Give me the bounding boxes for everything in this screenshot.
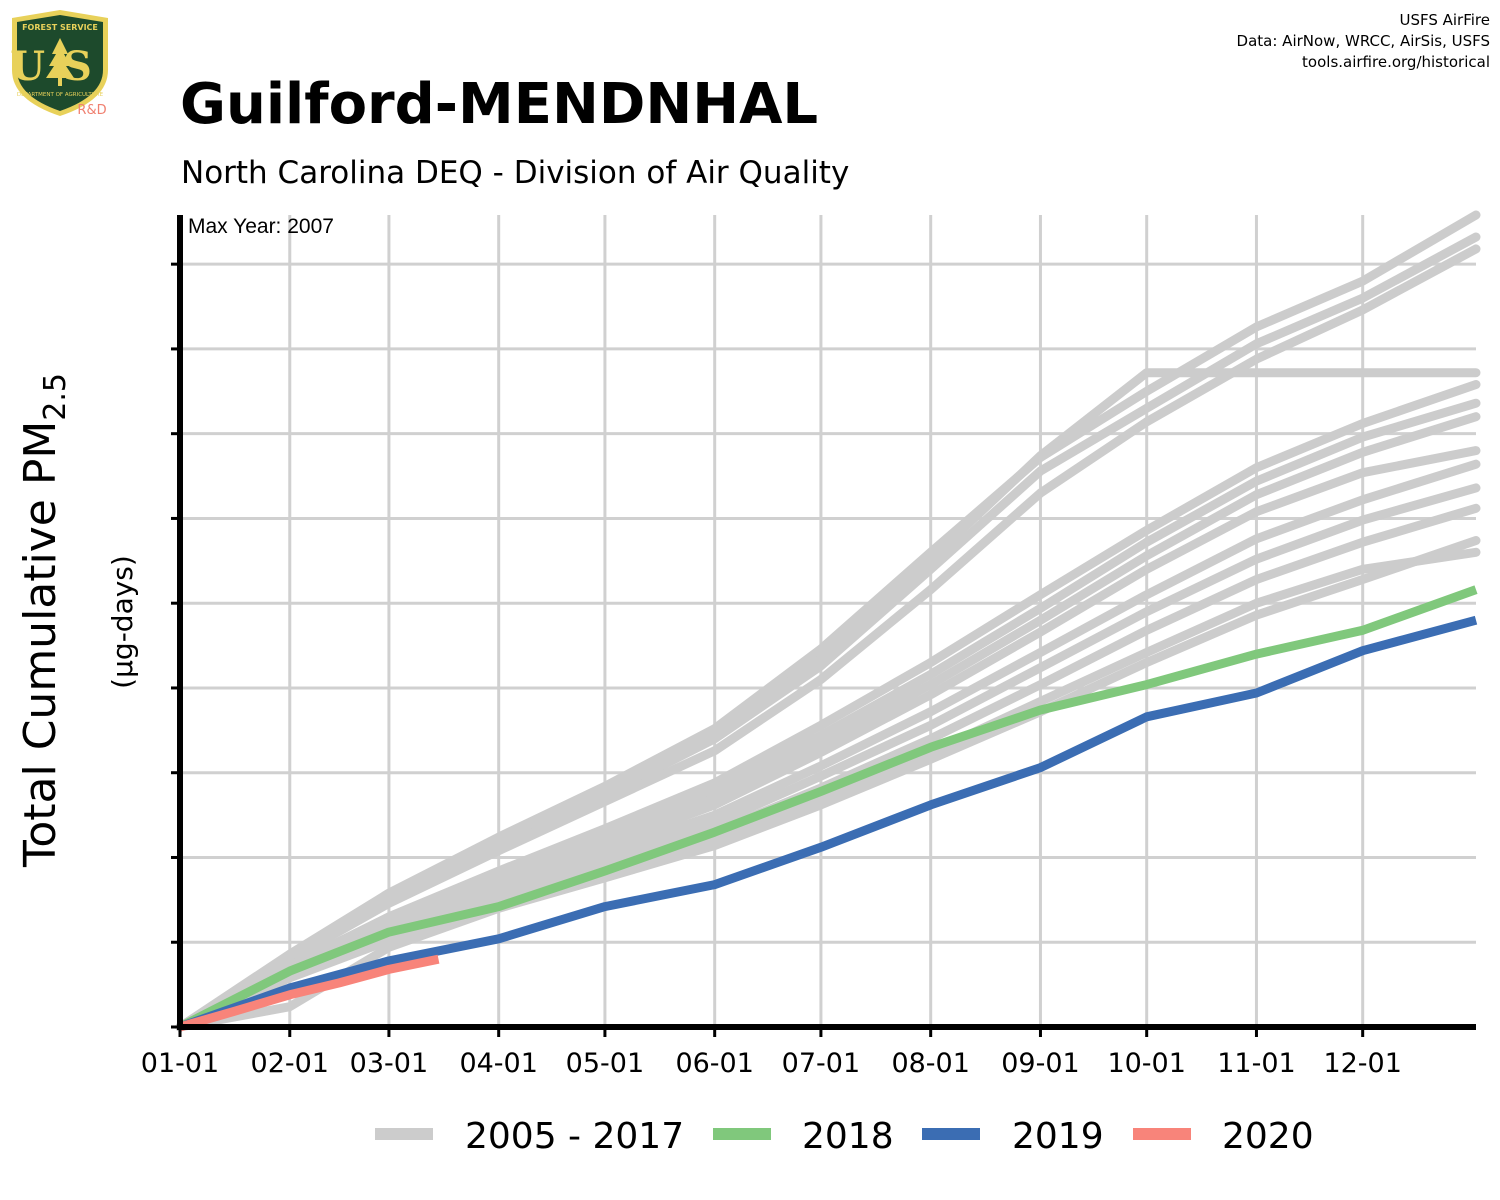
historical-series-line	[175, 244, 1481, 1032]
x-tick-label: 10-01	[1107, 1048, 1185, 1079]
legend-label: 2019	[1012, 1116, 1104, 1157]
logo-bottom-text: DEPARTMENT OF AGRICULTURE	[17, 92, 104, 98]
credit-line-1: USFS AirFire	[1399, 11, 1490, 29]
x-tick-labels: 01-01 02-01 03-01 04-01 05-01 06-01 07-01 08-01…	[141, 1048, 1402, 1079]
x-tick-label: 02-01	[251, 1048, 329, 1079]
legend-label: 2020	[1222, 1116, 1314, 1157]
x-tick-label: 05-01	[566, 1048, 644, 1079]
y-axis-label: Total Cumulative PM2.5	[15, 373, 73, 868]
page-subtitle: North Carolina DEQ - Division of Air Qua…	[181, 155, 850, 191]
series-line-2019	[178, 615, 1478, 1032]
historical-series-line	[175, 536, 1481, 1032]
historical-series-line	[175, 368, 1481, 1032]
data-credits: USFS AirFire Data: AirNow, WRCC, AirSis,…	[1237, 10, 1490, 73]
credit-line-3: tools.airfire.org/historical	[1302, 53, 1490, 71]
x-tick-label: 06-01	[675, 1048, 753, 1079]
x-tick-label: 09-01	[1001, 1048, 1079, 1079]
axes	[171, 215, 1476, 1037]
series-line-2018	[177, 585, 1478, 1032]
logo-letters: US	[10, 43, 110, 90]
legend: 2005 - 2017 2018 2019 2020	[375, 1116, 1314, 1157]
legend-label: 2018	[802, 1116, 894, 1157]
x-tick-label: 03-01	[350, 1048, 428, 1079]
x-tick-label: 07-01	[782, 1048, 860, 1079]
tree-trunk-icon	[58, 78, 62, 86]
tree-icon	[46, 38, 74, 78]
y-axis-label-subscript: 2.5	[38, 373, 73, 421]
logo-top-text: FOREST SERVICE	[22, 23, 98, 32]
x-tick-label: 12-01	[1323, 1048, 1401, 1079]
historical-series-line	[175, 547, 1481, 1032]
x-tick-label: 11-01	[1217, 1048, 1295, 1079]
page-title: Guilford-MENDNHAL	[180, 72, 819, 137]
x-tick-label: 04-01	[459, 1048, 537, 1079]
x-tick-label: 01-01	[141, 1048, 219, 1079]
x-tick-label: 08-01	[891, 1048, 969, 1079]
max-year-annotation: Max Year: 2007	[188, 215, 334, 238]
y-axis-label-main: Total Cumulative PM	[15, 421, 66, 868]
highlight-series-group	[177, 585, 1478, 1032]
historical-series-group	[175, 210, 1481, 1032]
series-line-2020	[178, 954, 440, 1032]
logo-rd-tag: R&D	[77, 103, 106, 118]
forest-service-logo: FOREST SERVICE US DEPARTMENT OF AGRICULT…	[10, 10, 110, 118]
y-axis-units: (µg-days)	[106, 555, 139, 689]
legend-label: 2005 - 2017	[465, 1116, 684, 1157]
credit-line-2: Data: AirNow, WRCC, AirSis, USFS	[1236, 32, 1490, 50]
